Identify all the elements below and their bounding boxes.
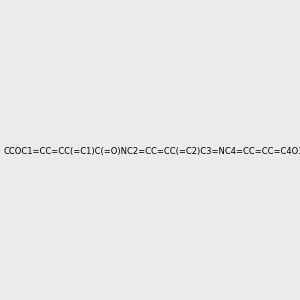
Text: CCOC1=CC=CC(=C1)C(=O)NC2=CC=CC(=C2)C3=NC4=CC=CC=C4O3: CCOC1=CC=CC(=C1)C(=O)NC2=CC=CC(=C2)C3=NC… <box>3 147 300 156</box>
